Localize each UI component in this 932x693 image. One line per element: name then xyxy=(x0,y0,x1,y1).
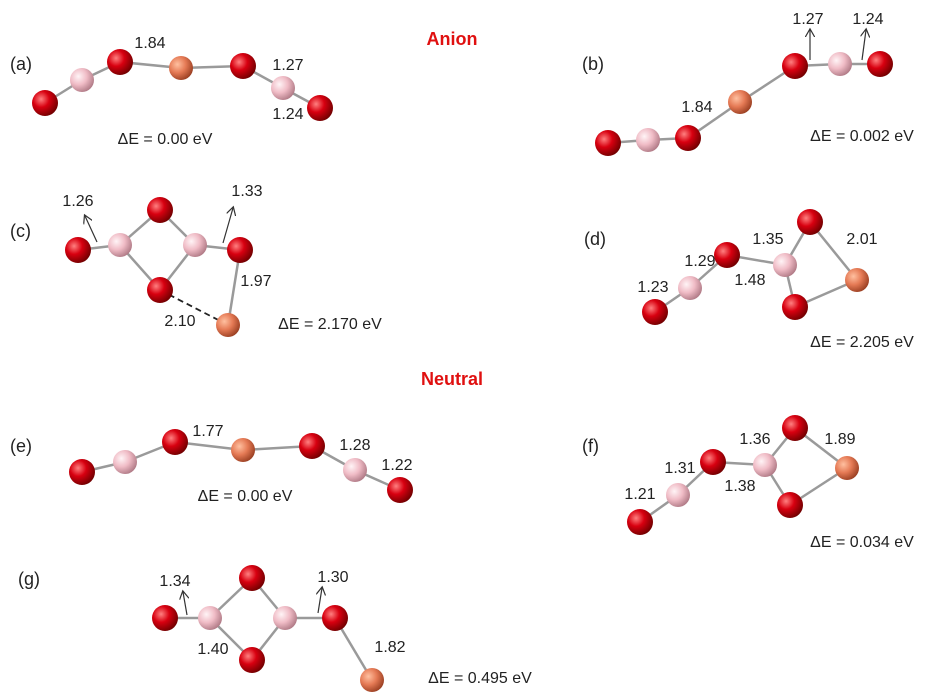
section-title: Anion xyxy=(427,29,478,49)
energy: ΔE = 2.170 eV xyxy=(278,316,382,333)
atom xyxy=(216,313,240,337)
atom xyxy=(108,233,132,257)
bond-length: 1.24 xyxy=(852,11,883,28)
atom xyxy=(678,276,702,300)
atom xyxy=(595,130,621,156)
atom xyxy=(773,253,797,277)
bond-length: 1.84 xyxy=(134,35,165,52)
atom xyxy=(782,415,808,441)
bond-length: 1.26 xyxy=(62,193,93,210)
atom xyxy=(828,52,852,76)
arrow xyxy=(85,216,97,242)
atom xyxy=(360,668,384,692)
bond-length: 1.31 xyxy=(664,460,695,477)
atom xyxy=(627,509,653,535)
bond-length: 1.89 xyxy=(824,431,855,448)
atom xyxy=(387,477,413,503)
panel-label: (c) xyxy=(10,221,31,241)
atom xyxy=(113,450,137,474)
atom xyxy=(700,449,726,475)
bond-length: 1.24 xyxy=(272,106,303,123)
energy: ΔE = 0.002 eV xyxy=(810,128,914,145)
atom xyxy=(777,492,803,518)
energy: ΔE = 0.00 eV xyxy=(118,131,213,148)
atom xyxy=(239,647,265,673)
energy: ΔE = 0.00 eV xyxy=(198,488,293,505)
panel-label: (a) xyxy=(10,54,32,74)
atom xyxy=(728,90,752,114)
atom xyxy=(231,438,255,462)
bond-length: 1.38 xyxy=(724,478,755,495)
bond-length: 1.29 xyxy=(684,253,715,270)
section-title: Neutral xyxy=(421,369,483,389)
bond-length: 1.23 xyxy=(637,279,668,296)
arrow xyxy=(223,208,233,243)
atom xyxy=(299,433,325,459)
bond-length: 1.33 xyxy=(231,183,262,200)
atom xyxy=(107,49,133,75)
bond-length: 1.97 xyxy=(240,273,271,290)
bond-length: 1.34 xyxy=(159,573,190,590)
bond-length: 1.22 xyxy=(381,457,412,474)
bond-length: 1.36 xyxy=(739,431,770,448)
bond-length: 1.27 xyxy=(272,57,303,74)
atom xyxy=(70,68,94,92)
atom xyxy=(273,606,297,630)
panel-label: (b) xyxy=(582,54,604,74)
atom xyxy=(666,483,690,507)
bond-length: 1.21 xyxy=(624,486,655,503)
energy: ΔE = 0.034 eV xyxy=(810,534,914,551)
atom xyxy=(147,277,173,303)
bond-length: 1.30 xyxy=(317,569,348,586)
atom xyxy=(636,128,660,152)
atom xyxy=(642,299,668,325)
arrow xyxy=(318,588,322,613)
atom xyxy=(797,209,823,235)
figure: Anion Neutral (a) 1.84 1.27 1.24 ΔE = 0.… xyxy=(0,0,932,693)
atom xyxy=(867,51,893,77)
panel-label: (d) xyxy=(584,229,606,249)
bond-length: 1.27 xyxy=(792,11,823,28)
panel-label: (f) xyxy=(582,436,599,456)
atom xyxy=(230,53,256,79)
bond-length: 2.10 xyxy=(164,313,195,330)
atom xyxy=(169,56,193,80)
atom xyxy=(227,237,253,263)
atom xyxy=(162,429,188,455)
atom xyxy=(845,268,869,292)
bond-length: 1.82 xyxy=(374,639,405,656)
bond-length: 2.01 xyxy=(846,231,877,248)
molecules xyxy=(32,30,893,692)
atom xyxy=(183,233,207,257)
atom xyxy=(69,459,95,485)
atom xyxy=(65,237,91,263)
atom xyxy=(782,53,808,79)
bond-length: 1.48 xyxy=(734,272,765,289)
atom xyxy=(271,76,295,100)
atom xyxy=(322,605,348,631)
atom xyxy=(782,294,808,320)
atom xyxy=(198,606,222,630)
panel-label: (g) xyxy=(18,569,40,589)
atom xyxy=(239,565,265,591)
bond-length: 1.28 xyxy=(339,437,370,454)
bond-length: 1.84 xyxy=(681,99,712,116)
atom xyxy=(147,197,173,223)
arrow xyxy=(183,592,187,615)
atom xyxy=(307,95,333,121)
bond-length: 1.40 xyxy=(197,641,228,658)
atom xyxy=(32,90,58,116)
bond-length: 1.77 xyxy=(192,423,223,440)
energy: ΔE = 2.205 eV xyxy=(810,334,914,351)
arrow xyxy=(862,30,866,60)
atom xyxy=(152,605,178,631)
atom xyxy=(343,458,367,482)
bond-length: 1.35 xyxy=(752,231,783,248)
energy: ΔE = 0.495 eV xyxy=(428,670,532,687)
atom xyxy=(753,453,777,477)
atom xyxy=(835,456,859,480)
atom xyxy=(714,242,740,268)
panel-label: (e) xyxy=(10,436,32,456)
atom xyxy=(675,125,701,151)
